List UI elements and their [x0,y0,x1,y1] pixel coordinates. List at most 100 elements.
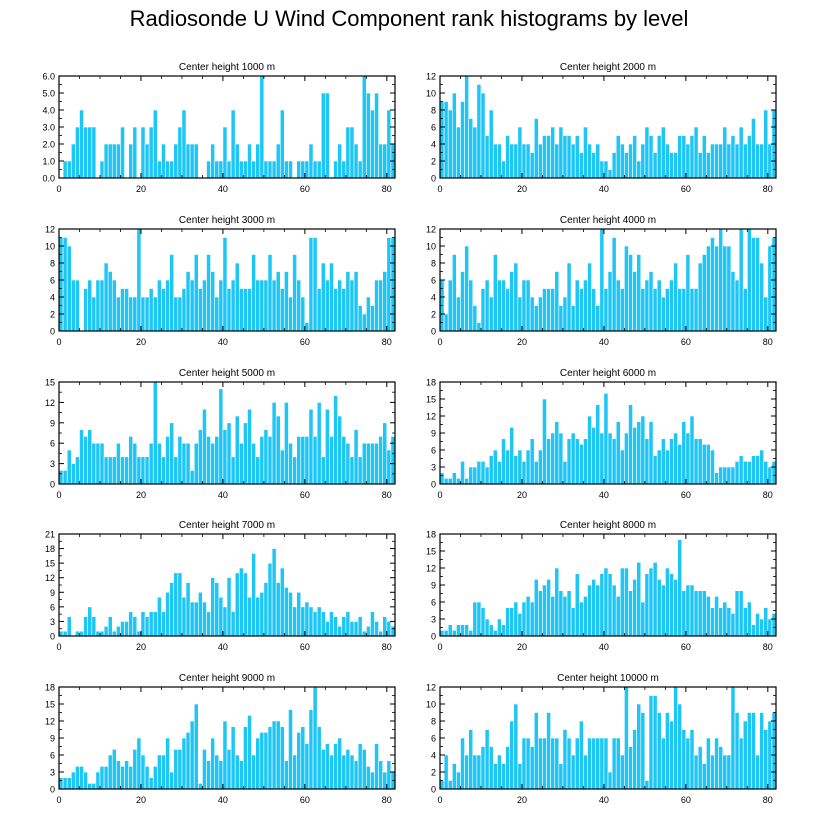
bar [517,613,523,637]
bar [157,160,162,179]
y-tick-label: 12 [426,564,436,574]
bar [484,618,490,637]
bar [574,573,580,637]
x-tick-label: 20 [136,337,146,347]
bar [525,279,531,332]
bar [583,126,588,179]
bar [91,442,97,485]
bar [320,749,326,790]
bar [288,296,293,332]
bar [251,254,256,332]
bar [185,143,191,179]
bar [574,135,580,179]
panel-title: Center height 3000 m [179,215,275,226]
bar [665,567,670,637]
bar [468,729,474,790]
bar [255,279,261,332]
bar [562,729,568,790]
bar [554,271,560,332]
bar [111,749,117,790]
bar [480,746,486,790]
panel-title: Center height 9000 m [179,673,275,684]
bar [652,288,658,332]
bar [497,143,502,179]
bar [587,143,592,179]
bar [456,126,461,179]
bar [550,126,556,179]
bar [693,590,699,637]
bar [615,596,621,637]
bar [140,296,146,332]
bar [628,746,633,790]
bar [701,444,707,485]
y-tick-label: 8 [431,259,436,269]
bar [386,760,392,790]
bar [206,611,211,637]
bar [75,279,80,332]
panel-10: Center height 10000 m 0 2 4 6 8 10 12 0 20 40 60 80 [426,673,777,805]
bar [480,288,486,332]
bar [771,237,777,332]
bar [136,228,142,332]
bar [91,126,97,179]
bar [140,126,146,179]
bar [316,160,322,179]
bar [476,84,482,179]
bar [546,438,551,485]
bar [128,143,134,179]
bar [284,402,289,485]
bar [628,404,633,485]
x-tick-label: 40 [599,490,609,500]
x-tick-label: 40 [599,795,609,805]
bar [570,432,576,485]
bar [706,444,711,485]
bar [214,436,220,485]
bar [263,279,269,332]
x-tick-label: 40 [218,642,228,652]
panel-title: Center height 5000 m [179,368,275,379]
bar [222,126,228,179]
bar [447,780,453,790]
y-tick-label: 8 [50,259,55,269]
bar [222,606,228,637]
x-tick-label: 60 [300,337,310,347]
y-tick-label: 15 [45,378,55,388]
y-tick-label: 4 [431,751,436,761]
bar [230,726,236,790]
bar [451,254,457,332]
bar [484,729,490,790]
bar [538,296,543,332]
bar [644,279,650,332]
bar [599,228,605,332]
bar [345,611,351,637]
bar [308,408,314,485]
bar [697,152,703,179]
bar [357,743,363,790]
y-tick-label: 3 [50,459,55,469]
bar [271,160,277,179]
bar [62,470,68,485]
bar [173,749,179,790]
bar [632,135,637,179]
bar [603,393,609,485]
bar [476,461,482,485]
bar [279,567,285,637]
bar [656,279,662,332]
y-tick-label: 3 [50,768,55,778]
bar [480,461,486,485]
bar [157,279,162,332]
bar [140,754,146,790]
y-tick-label: 0 [431,632,436,642]
y-tick-label: 12 [426,72,436,82]
bar [591,427,597,485]
bar [325,743,330,790]
bar [607,271,613,332]
bar [460,624,465,637]
bar [140,456,146,485]
bar [329,262,334,332]
bar [484,279,490,332]
bar [755,143,760,179]
bar [579,444,584,485]
bar [591,579,597,637]
bar [730,271,736,332]
